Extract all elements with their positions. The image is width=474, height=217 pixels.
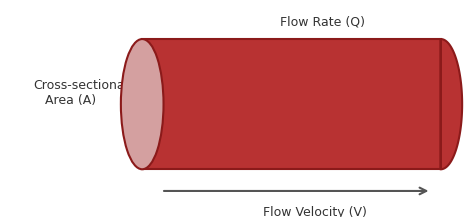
Text: Flow Rate (Q): Flow Rate (Q) [280,15,365,28]
Text: Cross-sectional
   Area (A): Cross-sectional Area (A) [33,79,128,107]
Ellipse shape [419,39,462,169]
Ellipse shape [121,39,164,169]
Text: Flow Velocity (V): Flow Velocity (V) [263,206,367,217]
Polygon shape [142,39,441,169]
Polygon shape [441,39,462,169]
